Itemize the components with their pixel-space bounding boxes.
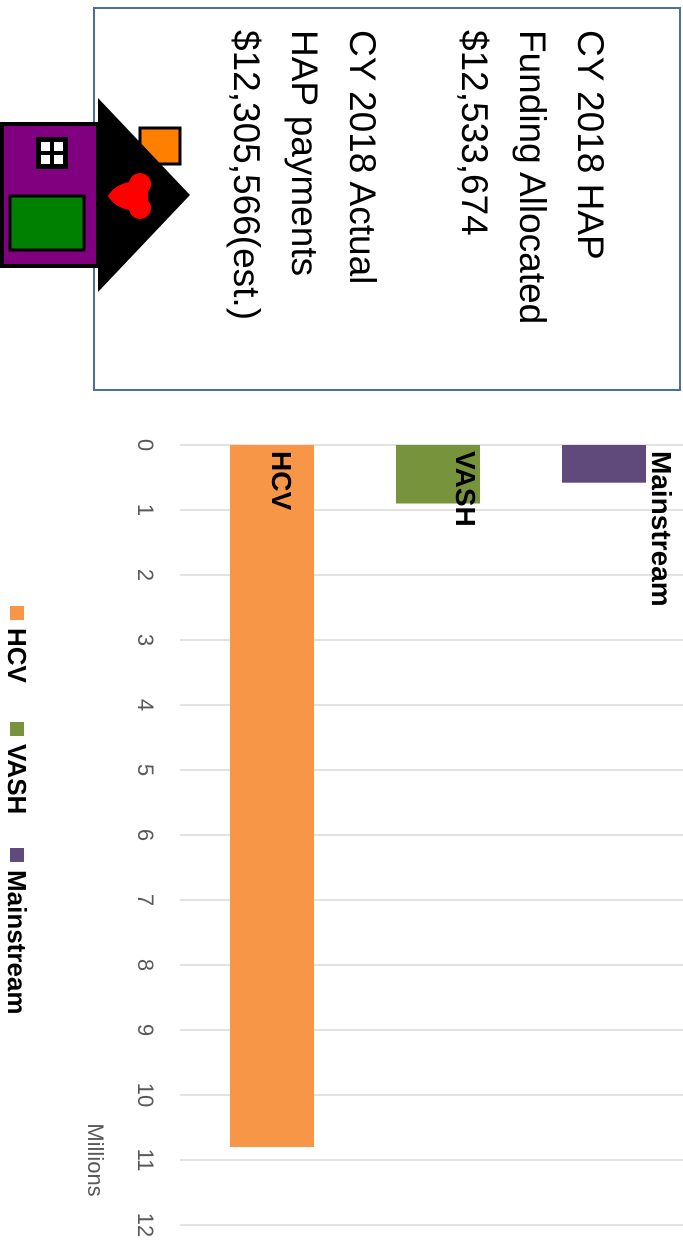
legend-label: Mainstream <box>2 870 32 1015</box>
info-box-line: CY 2018 HAP <box>570 30 611 260</box>
category-label: VASH <box>450 451 481 527</box>
info-box-line: $12,305,566(est.) <box>226 30 267 320</box>
tick-label: 6 <box>133 829 158 841</box>
bar-vash <box>396 445 480 504</box>
tick-label: 5 <box>133 764 158 776</box>
tick-label: 4 <box>133 699 158 711</box>
house-door <box>8 194 86 252</box>
info-box-line: Funding Allocated <box>512 30 553 324</box>
tick-label: 0 <box>133 439 158 451</box>
legend-label: HCV <box>2 628 32 684</box>
info-box-text: CY 2018 HAP Funding Allocated $12,533,674 C… <box>226 30 611 324</box>
tick-label: 8 <box>133 959 158 971</box>
house-window <box>36 137 68 169</box>
info-box-line: CY 2018 Actual <box>342 30 383 284</box>
info-box-frame <box>93 7 681 391</box>
legend-swatch <box>10 848 24 862</box>
legend-label: VASH <box>2 744 32 814</box>
tick-label: 2 <box>133 569 158 581</box>
bar-mainstream <box>562 445 646 483</box>
house-icon <box>0 98 190 292</box>
tick-label: 11 <box>133 1149 158 1172</box>
tick-label: 12 <box>133 1213 158 1237</box>
bar-hcv <box>230 445 314 1147</box>
tick-label: 10 <box>133 1083 158 1107</box>
tick-label: 7 <box>133 894 158 906</box>
legend-swatch <box>10 606 24 620</box>
tick-label: 3 <box>133 634 158 646</box>
category-label: HCV <box>266 451 297 510</box>
axis-unit-label: Millions <box>83 1123 108 1196</box>
tick-label: 9 <box>133 1024 158 1036</box>
legend-swatch <box>10 722 24 736</box>
info-box <box>93 7 681 391</box>
tick-label: 1 <box>133 504 158 516</box>
category-label: Mainstream <box>646 451 677 607</box>
info-box-line: HAP payments <box>284 30 325 276</box>
info-box-line: $12,533,674 <box>454 30 495 236</box>
